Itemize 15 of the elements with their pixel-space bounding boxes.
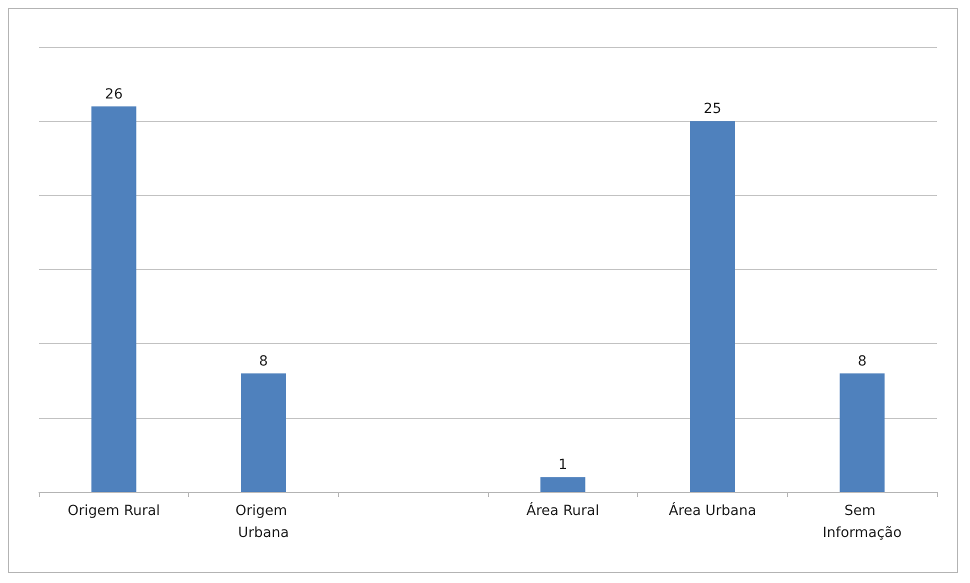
x-tick-label: Origem Urbana xyxy=(235,503,292,541)
data-label: 8 xyxy=(858,353,867,370)
bar xyxy=(540,477,586,492)
data-label: 1 xyxy=(558,457,568,474)
x-tick-label: Sem Informação xyxy=(822,503,902,541)
x-tick-label: Origem Rural xyxy=(68,503,160,519)
bar xyxy=(840,373,885,492)
bar xyxy=(91,106,136,492)
x-tick-label: Área Urbana xyxy=(668,502,756,519)
x-tick-label: Área Rural xyxy=(526,502,600,519)
data-label: 25 xyxy=(704,101,722,118)
bar xyxy=(241,373,286,492)
data-label: 8 xyxy=(259,353,268,370)
bar xyxy=(690,121,735,492)
data-label: 26 xyxy=(104,86,123,102)
